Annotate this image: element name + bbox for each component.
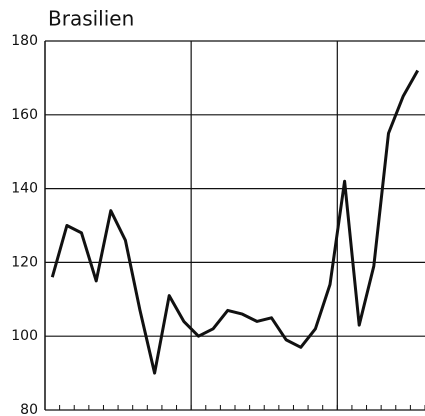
chart-title: Brasilien [48,7,134,31]
y-tick-label: 100 [11,328,38,344]
y-tick-label: 180 [11,33,38,49]
y-tick-label: 160 [11,107,38,123]
y-tick-label: 80 [20,402,38,416]
y-tick-label: 140 [11,181,38,197]
y-tick-label: 120 [11,254,38,270]
data-line [50,69,420,375]
